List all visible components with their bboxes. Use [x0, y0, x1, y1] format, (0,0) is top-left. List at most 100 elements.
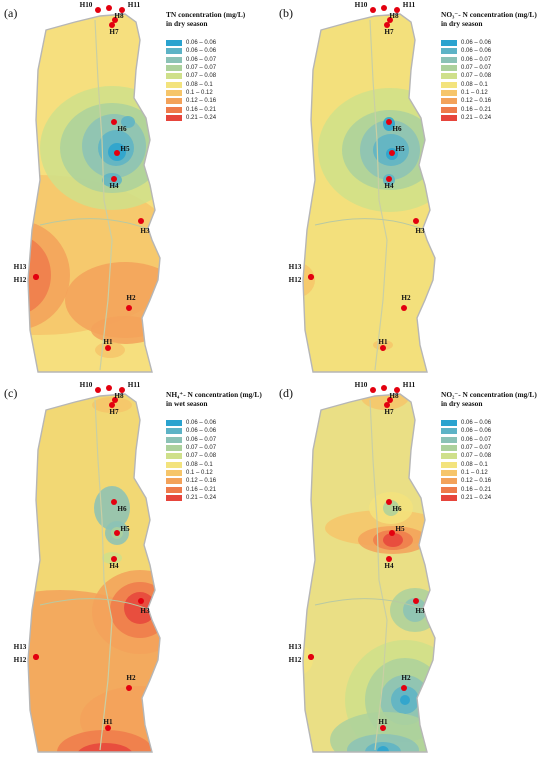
sampling-site-label: H2	[401, 674, 411, 682]
concentration-contour	[365, 742, 401, 752]
legend-swatch	[166, 420, 182, 427]
sampling-site-marker	[109, 402, 115, 408]
sampling-site-label: H5	[120, 145, 130, 153]
legend-item: 0.07 – 0.07	[166, 64, 216, 72]
legend-range: 0.21 – 0.24	[461, 114, 492, 121]
legend-swatch	[441, 494, 457, 501]
sampling-site-marker	[95, 387, 101, 393]
legend-swatch	[166, 445, 182, 452]
sampling-site-marker	[111, 499, 117, 505]
legend-swatch	[166, 48, 182, 55]
legend-swatch	[441, 436, 457, 443]
sampling-site-label: H8	[114, 12, 124, 20]
legend-range: 0.06 – 0.06	[461, 40, 492, 47]
sampling-site-marker	[126, 685, 132, 691]
sampling-site-marker	[394, 387, 400, 393]
sampling-site-label: H6	[117, 505, 127, 513]
sampling-site-label: H5	[120, 525, 130, 533]
legend-range: 0.12 – 0.16	[461, 98, 492, 105]
sampling-site-label: H7	[384, 28, 394, 36]
concentration-contour	[121, 116, 135, 128]
legend-item: 0.06 – 0.06	[166, 427, 216, 435]
sampling-site-label: H7	[109, 408, 119, 416]
legend-range: 0.1 – 0.12	[186, 89, 213, 96]
legend-range: 0.06 – 0.06	[186, 40, 217, 47]
legend-range: 0.1 – 0.12	[186, 469, 213, 476]
legend-range: 0.07 – 0.08	[461, 453, 492, 460]
sampling-site-marker	[394, 7, 400, 13]
sampling-site-marker	[106, 5, 112, 11]
map-panel: (b) NO₃⁻- N concentration (mg/L) in dry se…	[275, 0, 550, 379]
legend-swatch	[166, 89, 182, 96]
legend-item: 0.07 – 0.08	[166, 72, 216, 80]
legend-swatch	[166, 106, 182, 113]
sampling-site-label: H7	[384, 408, 394, 416]
legend-range: 0.08 – 0.1	[186, 461, 213, 468]
sampling-site-marker	[381, 385, 387, 391]
sampling-site-label: H11	[127, 1, 141, 9]
concentration-contour	[57, 730, 153, 752]
legend-range: 0.12 – 0.16	[461, 478, 492, 485]
concentration-contour	[124, 592, 156, 624]
legend-item: 0.1 – 0.12	[166, 89, 216, 97]
sampling-site-marker	[112, 397, 118, 403]
map-title-line: in wet season	[166, 399, 208, 408]
sampling-site-label: H10	[79, 381, 93, 389]
river-line	[94, 19, 113, 371]
legend-item: 0.1 – 0.12	[441, 469, 491, 477]
sampling-site-marker	[114, 150, 120, 156]
road-line	[314, 598, 426, 611]
legend-item: 0.07 – 0.07	[441, 64, 491, 72]
legend-swatch	[441, 478, 457, 485]
sampling-site-label: H3	[415, 607, 425, 615]
concentration-contour	[403, 598, 427, 622]
legend: 0.06 – 0.06 0.06 – 0.06 0.06 – 0.07 0.07 – …	[441, 39, 491, 122]
sampling-site-label: H8	[389, 392, 399, 400]
sampling-site-label: H2	[126, 294, 136, 302]
sampling-site-label: H1	[103, 338, 113, 346]
concentration-contour	[377, 746, 389, 752]
legend-range: 0.06 – 0.06	[186, 48, 217, 55]
sampling-site-marker	[370, 7, 376, 13]
legend-item: 0.1 – 0.12	[166, 469, 216, 477]
concentration-contour	[28, 235, 51, 315]
legend-item: 0.06 – 0.06	[166, 39, 216, 47]
sampling-site-marker	[386, 556, 392, 562]
legend-swatch	[441, 65, 457, 72]
sampling-site-label: H4	[109, 562, 119, 570]
legend-range: 0.16 – 0.21	[186, 486, 217, 493]
sampling-site-label: H12	[288, 276, 302, 284]
sampling-site-marker	[386, 176, 392, 182]
legend-item: 0.06 – 0.07	[441, 56, 491, 64]
concentration-contour	[303, 262, 315, 298]
legend-range: 0.16 – 0.21	[461, 106, 492, 113]
sampling-site-marker	[109, 22, 115, 28]
sampling-site-label: H1	[378, 718, 388, 726]
river-line	[94, 399, 113, 751]
legend-item: 0.12 – 0.16	[441, 477, 491, 485]
legend-swatch	[166, 65, 182, 72]
legend-swatch	[441, 98, 457, 105]
legend-range: 0.06 – 0.06	[461, 420, 492, 427]
river-line	[369, 19, 388, 371]
legend-swatch	[166, 453, 182, 460]
legend-swatch	[441, 106, 457, 113]
legend-item: 0.08 – 0.1	[441, 80, 491, 88]
sampling-site-label: H1	[103, 718, 113, 726]
sampling-site-marker	[112, 17, 118, 23]
legend-swatch	[441, 469, 457, 476]
sampling-site-label: H10	[354, 381, 368, 389]
sampling-site-label: H9	[104, 0, 113, 2]
legend-item: 0.06 – 0.07	[166, 436, 216, 444]
sampling-site-marker	[380, 345, 386, 351]
interpolation-map	[302, 393, 436, 753]
legend-item: 0.06 – 0.06	[166, 419, 216, 427]
panel-label: (a)	[4, 6, 18, 20]
panel-label: (d)	[279, 386, 293, 400]
legend-swatch	[441, 420, 457, 427]
concentration-contour	[77, 743, 133, 752]
legend-swatch	[441, 114, 457, 121]
sampling-site-marker	[387, 17, 393, 23]
sampling-site-marker	[114, 530, 120, 536]
map-panel: (d) NO₂⁻- N concentration (mg/L) in dry se…	[275, 380, 550, 759]
